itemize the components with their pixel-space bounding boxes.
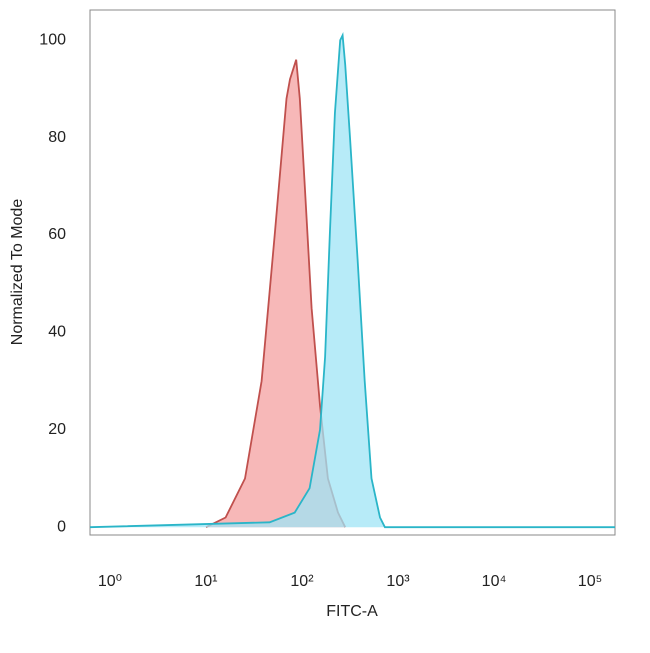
histogram-line (89, 32, 615, 529)
x-tick-label: 10³ (386, 573, 410, 590)
histogram-area (206, 59, 346, 528)
histogram-area (90, 35, 615, 528)
y-tick-label: 100 (39, 31, 66, 48)
x-tick-label: 10⁰ (98, 573, 122, 590)
plot-frame (89, 9, 616, 536)
y-tick-label: 80 (48, 129, 66, 146)
x-tick-label: 10⁴ (482, 573, 507, 590)
x-tick-label: 10⁵ (578, 573, 602, 590)
y-tick-label: 40 (48, 324, 66, 341)
y-tick-label: 20 (48, 421, 66, 438)
y-tick-label: 60 (48, 226, 66, 243)
y-tick-label: 0 (57, 518, 66, 535)
y-axis-label: Normalized To Mode (9, 199, 26, 346)
x-axis-label: FITC-A (326, 603, 378, 620)
x-tick-label: 10¹ (194, 573, 217, 590)
x-tick-label: 10² (290, 573, 314, 590)
